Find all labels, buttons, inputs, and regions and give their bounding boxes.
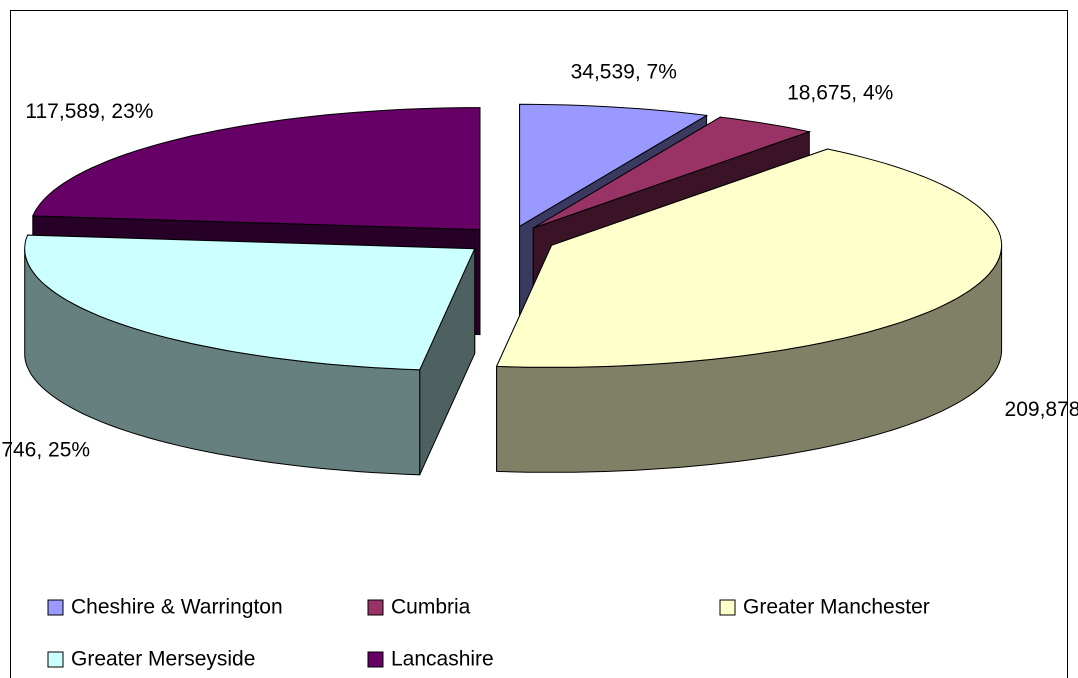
legend-swatch [367,599,384,616]
data-label: 117,589, 23% [25,100,153,123]
data-label: 125,746, 25% [0,438,90,461]
legend-label: Cheshire & Warrington [71,596,283,619]
legend-swatch [367,651,384,668]
data-label: 18,675, 4% [787,81,893,104]
legend-label: Greater Merseyside [71,648,255,671]
slice-top [519,103,709,228]
legend: Cheshire & Warrington Cumbria Greater Manc… [47,596,930,671]
legend-label: Cumbria [391,596,471,619]
slice-top [32,107,481,231]
slice-top [533,116,812,229]
legend-swatch [47,651,64,668]
pie [24,103,1003,476]
slice-top [495,148,1003,368]
legend-label: Greater Manchester [743,596,930,619]
slice-top [24,234,476,371]
legend-swatch [719,599,736,616]
data-label: 34,539, 7% [571,60,677,83]
legend-swatch [47,599,64,616]
data-label: 209,878, 41% [1005,398,1078,421]
legend-label: Lancashire [391,648,494,671]
